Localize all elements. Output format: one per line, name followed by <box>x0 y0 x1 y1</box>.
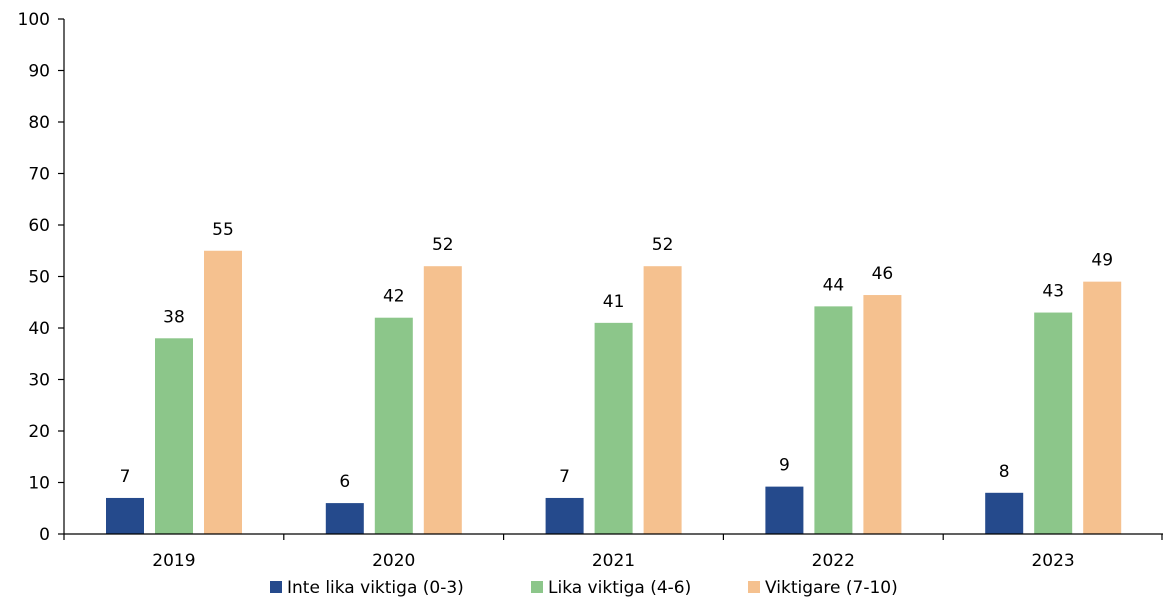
x-tick-label-2019: 2019 <box>152 551 195 571</box>
bar-2020-series-2 <box>374 317 413 534</box>
data-label-2023-series-3: 49 <box>1091 251 1113 271</box>
data-label-2019-series-3: 55 <box>212 220 234 240</box>
data-label-2022-series-2: 44 <box>823 275 845 295</box>
data-labels-group: 7 38 55 6 42 52 7 41 52 9 44 46 8 43 49 <box>120 220 1113 492</box>
y-tick-label-70: 70 <box>28 165 50 185</box>
bar-2023-series-3 <box>1083 281 1122 534</box>
bar-2020-series-1 <box>325 503 364 534</box>
axes-group: 0 10 20 30 40 50 60 70 80 90 100 2019 2020 2021 2022 20… <box>18 10 1163 571</box>
y-tick-label-40: 40 <box>28 319 50 339</box>
data-label-2020-series-3: 52 <box>432 235 454 255</box>
legend-swatch-series-3 <box>748 581 760 593</box>
y-tick-label-20: 20 <box>28 422 50 442</box>
bar-2021-series-2 <box>594 322 633 534</box>
legend-label-series-3: Viktigare (7-10) <box>765 578 898 598</box>
data-label-2022-series-3: 46 <box>872 264 894 284</box>
bar-2022-series-1 <box>765 486 804 534</box>
y-tick-label-80: 80 <box>28 113 50 133</box>
data-label-2019-series-1: 7 <box>120 467 131 487</box>
x-tick-label-2022: 2022 <box>812 551 855 571</box>
data-label-2021-series-1: 7 <box>559 467 570 487</box>
data-label-2020-series-1: 6 <box>339 472 350 492</box>
legend-label-series-1: Inte lika viktiga (0-3) <box>287 578 464 598</box>
bar-2019-series-3 <box>204 250 242 534</box>
legend-swatch-series-1 <box>270 581 282 593</box>
data-label-2021-series-3: 52 <box>652 235 674 255</box>
legend: Inte lika viktiga (0-3) Lika viktiga (4-6… <box>270 578 898 598</box>
y-tick-label-90: 90 <box>28 62 50 82</box>
bar-2023-series-2 <box>1034 312 1073 534</box>
x-tick-label-2021: 2021 <box>592 551 635 571</box>
data-label-2020-series-2: 42 <box>383 287 405 307</box>
x-tick-label-2020: 2020 <box>372 551 415 571</box>
y-tick-label-60: 60 <box>28 216 50 236</box>
y-tick-label-50: 50 <box>28 268 50 288</box>
bar-2021-series-3 <box>643 266 682 534</box>
data-label-2021-series-2: 41 <box>603 292 625 312</box>
bar-2020-series-3 <box>423 266 462 534</box>
data-label-2019-series-2: 38 <box>163 307 185 327</box>
bar-2022-series-2 <box>814 306 853 534</box>
legend-label-series-2: Lika viktiga (4-6) <box>548 578 691 598</box>
x-tick-label-2023: 2023 <box>1031 551 1074 571</box>
bar-2021-series-1 <box>545 497 584 534</box>
y-tick-label-10: 10 <box>28 474 50 494</box>
bar-2023-series-1 <box>985 492 1024 534</box>
bar-2022-series-3 <box>863 295 902 534</box>
bars-group <box>106 250 1122 534</box>
data-label-2022-series-1: 9 <box>779 456 790 476</box>
y-tick-label-100: 100 <box>18 10 50 30</box>
data-label-2023-series-2: 43 <box>1042 282 1064 302</box>
bar-2019-series-1 <box>106 497 144 534</box>
data-label-2023-series-1: 8 <box>999 462 1010 482</box>
bar-2019-series-2 <box>155 338 193 534</box>
y-tick-label-30: 30 <box>28 371 50 391</box>
legend-swatch-series-2 <box>531 581 543 593</box>
y-tick-label-0: 0 <box>39 525 50 545</box>
